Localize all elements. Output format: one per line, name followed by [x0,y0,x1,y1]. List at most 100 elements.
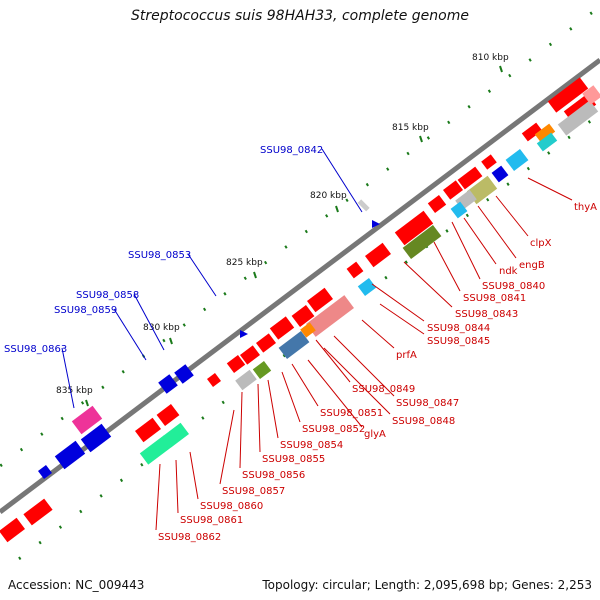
inner-tick-dot [506,182,510,186]
kbp-tick-mark [169,337,173,345]
inner-tick-dot [201,416,205,420]
label-layer: SSU98_0842 SSU98_0853 SSU98_0858 SSU98_0859… [4,145,597,543]
gene-layer [0,77,600,543]
gene-block [156,403,180,427]
outer-tick-dot [325,214,329,218]
gene-block [402,224,442,260]
kbp-tick-label: 810 kbp [472,53,509,63]
red-leader-line [527,177,573,201]
red-gene-label: SSU98_0841 [463,293,526,304]
red-gene-label: SSU98_0860 [200,501,263,512]
outer-tick-dot [284,245,288,249]
inner-tick-dot [526,166,530,171]
red-gene-label: SSU98_0849 [352,384,415,395]
kbp-tick-label: 815 kbp [392,123,429,133]
gene-block [37,464,53,480]
gene-block [547,77,589,113]
inner-tick-dot [587,120,592,124]
blue-leader-line [133,293,165,351]
blue-gene-label: SSU98_0853 [128,250,191,261]
gene-block [481,154,497,170]
accession-text: Accession: NC_009443 [8,578,145,592]
inner-tick-dot [140,462,144,467]
gene-block [457,166,483,190]
red-leader-line [477,205,517,259]
outer-tick-dot [508,73,512,78]
blue-leader-line [61,347,75,409]
gene-block [536,132,558,152]
red-gene-label: SSU98_0845 [427,336,490,347]
red-leader-line [463,217,497,265]
gene-block [240,345,260,365]
gene-block [269,316,295,340]
outer-tick-dot [80,401,85,405]
red-gene-label: SSU98_0848 [392,416,455,427]
map-title: Streptococcus suis 98HAH33, complete gen… [131,8,469,24]
gene-block [346,261,364,279]
red-gene-label: SSU98_0854 [280,440,343,451]
red-gene-label: prfA [396,350,417,361]
inner-tick-dot [18,556,22,561]
gene-block [300,322,316,338]
gene-block [394,210,434,246]
red-gene-label: SSU98_0857 [222,486,285,497]
gene-block [491,165,509,183]
outer-tick-dot [243,276,247,280]
gene-block [158,374,178,394]
red-leader-line [403,261,453,308]
red-leader-line [219,409,235,485]
red-gene-label: SSU98_0852 [302,424,365,435]
red-gene-label: SSU98_0862 [158,532,221,543]
gene-block [226,354,246,374]
gene-block [135,417,161,443]
leader-lines [61,148,573,531]
red-leader-line [379,303,425,335]
blue-gene-label: SSU98_0859 [54,305,117,316]
inner-tick-dot [119,478,124,483]
outer-tick-dot [569,27,573,31]
outer-tick-dot [19,447,24,452]
gene-block [139,435,173,465]
outer-tick-dot [304,229,308,234]
red-leader-line [433,241,461,292]
gene-block [252,360,272,380]
red-leader-line [361,319,395,349]
red-gene-label: thyA [574,202,597,213]
red-leader-line [323,347,391,415]
red-gene-label: SSU98_0844 [427,323,490,334]
inner-tick-dot [547,151,551,155]
blue-leader-line [187,253,217,297]
red-leader-line [239,391,243,469]
gene-block [427,194,447,214]
blue-gene-label: SSU98_0863 [4,344,67,355]
inner-tick-dot [221,400,225,405]
red-gene-label: SSU98_0847 [396,398,459,409]
inner-tick-dot [465,213,469,218]
inner-tick-dot [567,135,571,140]
gene-block [0,517,25,543]
outer-tick-dot [365,182,369,187]
red-leader-line [291,363,319,407]
outer-tick-dot [40,432,44,436]
outer-tick-dot [0,463,3,468]
outer-tick-dot [60,416,64,421]
blue-leader-line [321,148,363,213]
inner-tick-dot [38,540,42,545]
kbp-tick-mark [499,65,503,73]
inner-tick-dot [282,353,286,358]
red-leader-line [333,335,395,397]
outer-tick-dot [223,292,227,296]
red-gene-label: clpX [530,238,552,249]
red-leader-line [267,379,279,439]
kbp-tick-label: 835 kbp [56,386,93,396]
red-leader-line [175,459,179,514]
red-gene-label: SSU98_0843 [455,309,518,320]
red-leader-line [495,195,529,237]
red-leader-line [257,383,261,453]
outer-tick-dot [121,369,125,374]
red-leader-line [189,451,199,500]
kbp-tick-label: 830 kbp [143,323,180,333]
red-gene-label: glyA [364,429,386,440]
